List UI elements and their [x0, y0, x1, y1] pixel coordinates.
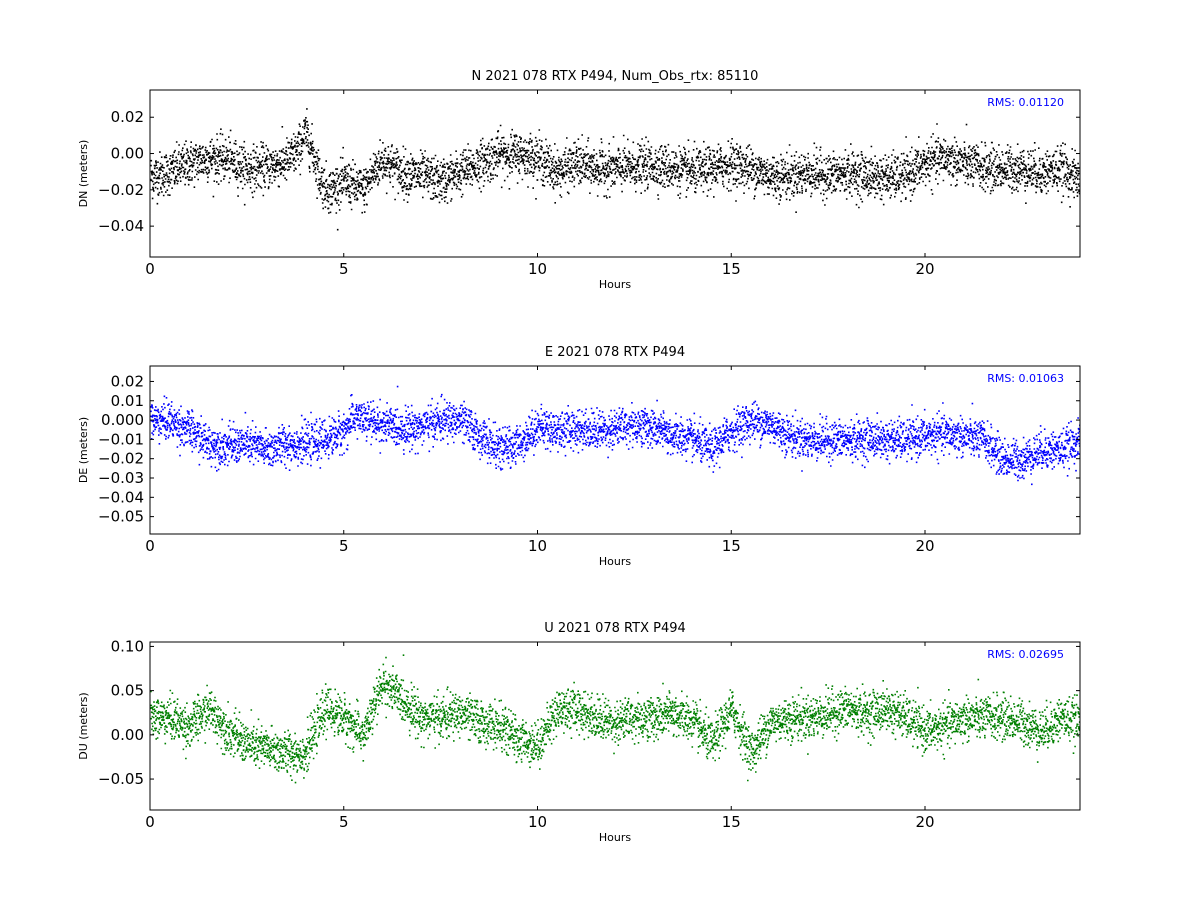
x-tick-label: 10	[528, 813, 547, 831]
chart-title-north: N 2021 078 RTX P494, Num_Obs_rtx: 85110	[472, 69, 759, 84]
x-tick-label: 5	[339, 813, 349, 831]
plot-frame-up	[149, 641, 1081, 811]
x-tick-label: 15	[722, 260, 741, 278]
series-points-east	[150, 385, 1080, 486]
y-tick-label: 0.000	[101, 411, 144, 429]
y-axis-label-up: DU (meters)	[77, 692, 90, 759]
y-tick-label: −0.04	[98, 488, 144, 506]
y-tick-label: 0.01	[111, 392, 144, 410]
x-tick-label: 0	[145, 537, 155, 555]
y-axis-label-east: DE (meters)	[77, 417, 90, 483]
chart-title-east: E 2021 078 RTX P494	[545, 345, 685, 360]
y-tick-label: −0.04	[98, 217, 144, 235]
series-points-up	[150, 654, 1080, 784]
y-tick-label: −0.02	[98, 450, 144, 468]
y-tick-label: 0.02	[111, 372, 144, 390]
rms-annotation-east: RMS: 0.01063	[987, 372, 1064, 385]
y-tick-label: 0.10	[111, 637, 144, 655]
panel-up: 0 5 10 15 20 0.10 0.05 0.00 −0.05 U 2021 078 RTX …	[77, 621, 1081, 844]
x-tick-label: 20	[915, 260, 934, 278]
x-tick-label: 10	[528, 260, 547, 278]
y-tick-label: −0.05	[98, 508, 144, 526]
y-tick-label: 0.02	[111, 108, 144, 126]
rms-annotation-up: RMS: 0.02695	[987, 648, 1064, 661]
y-tick-label: 0.05	[111, 682, 144, 700]
y-tick-label: 0.00	[111, 726, 144, 744]
x-tick-label: 20	[915, 813, 934, 831]
chart-title-up: U 2021 078 RTX P494	[544, 621, 686, 636]
x-tick-label: 20	[915, 537, 934, 555]
x-tick-label: 15	[722, 537, 741, 555]
rms-annotation-north: RMS: 0.01120	[987, 96, 1064, 109]
y-tick-label: 0.00	[111, 145, 144, 163]
y-tick-label: −0.03	[98, 469, 144, 487]
x-tick-label: 5	[339, 537, 349, 555]
plot-frame-east	[149, 365, 1081, 535]
x-tick-label: 0	[145, 813, 155, 831]
y-tick-label: −0.01	[98, 430, 144, 448]
x-axis-label-up: Hours	[599, 831, 631, 844]
x-axis-label-north: Hours	[599, 278, 631, 291]
y-axis-label-north: DN (meters)	[77, 140, 90, 208]
data-points-up	[150, 654, 1080, 784]
x-tick-label: 5	[339, 260, 349, 278]
data-points-east	[150, 385, 1080, 486]
data-points-north	[150, 108, 1080, 231]
x-tick-label: 15	[722, 813, 741, 831]
y-tick-label: −0.02	[98, 181, 144, 199]
y-tick-label: −0.05	[98, 770, 144, 788]
x-axis-label-east: Hours	[599, 555, 631, 568]
series-points-north	[150, 108, 1080, 231]
x-tick-label: 0	[145, 260, 155, 278]
panel-north: 0 5 10 15 20 0.02 0.00 −0.02 −0.04 N 2021 078 RTX…	[77, 69, 1081, 291]
panel-east: 0 5 10 15 200.020.010.000−0.01−0.02−0.03−0.0…	[77, 345, 1081, 568]
x-tick-label: 10	[528, 537, 547, 555]
plot-frame-north	[149, 89, 1081, 258]
